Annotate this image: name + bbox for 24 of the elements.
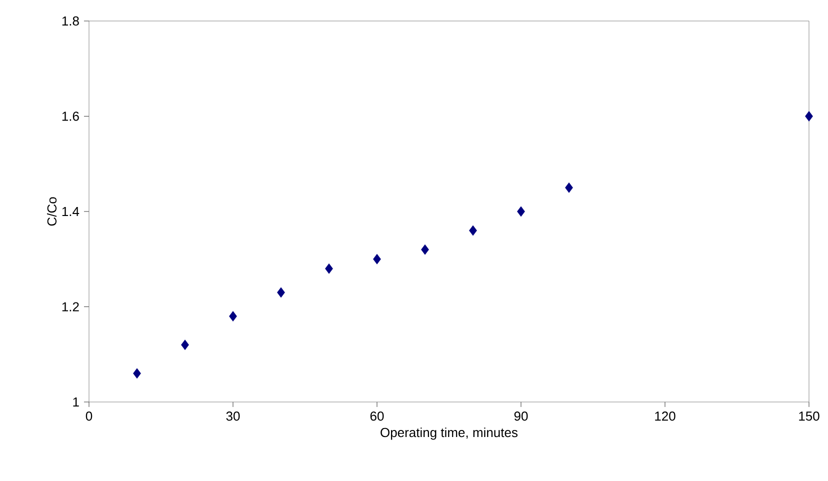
y-tick-label: 1.6 xyxy=(62,112,79,121)
point xyxy=(181,340,189,350)
point xyxy=(373,254,381,264)
y-tick-label: 1.8 xyxy=(62,16,79,26)
x-tick-label: 0 xyxy=(86,412,92,421)
point xyxy=(133,368,141,379)
y-tick-label: 1 xyxy=(73,398,79,406)
point xyxy=(805,111,813,122)
point xyxy=(277,287,285,298)
x-axis-title: Operating time, minutes xyxy=(380,428,518,440)
point xyxy=(565,182,573,193)
point xyxy=(517,206,525,217)
point xyxy=(229,311,237,322)
x-tick-label: 90 xyxy=(514,412,528,421)
point xyxy=(325,263,333,274)
y-axis-title: C/Co xyxy=(46,197,57,226)
x-tick-label: 60 xyxy=(370,412,384,421)
point xyxy=(421,244,429,255)
point xyxy=(469,225,477,236)
x-tick-label: 150 xyxy=(799,412,820,421)
x-tick-label: 30 xyxy=(226,412,240,421)
x-tick-label: 120 xyxy=(655,412,676,421)
y-tick-label: 1.4 xyxy=(62,207,80,216)
y-tick-label: 1.2 xyxy=(62,302,79,312)
